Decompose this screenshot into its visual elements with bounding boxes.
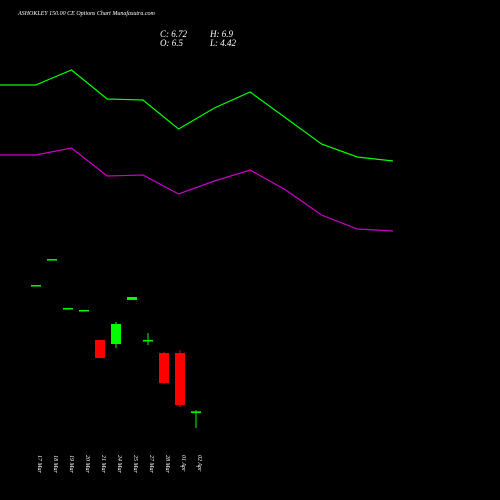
summary-label: L:	[209, 38, 218, 48]
chart-title: ASHOKLEY 150.00 CE Options Chart Munafas…	[17, 10, 156, 17]
x-tick-label: 17 Mar	[36, 455, 42, 473]
x-tick-label: 19 Mar	[68, 455, 74, 473]
summary-value: 6.9	[222, 29, 234, 39]
candle-body	[175, 353, 185, 405]
x-tick-label: 18 Mar	[52, 455, 58, 473]
x-tick-label: 01 Apr	[180, 455, 186, 472]
candle-body	[127, 297, 137, 300]
summary-value: 4.42	[220, 38, 236, 48]
summary-label: O:	[160, 38, 170, 48]
candle-body	[79, 309, 89, 312]
candle-body	[143, 339, 153, 342]
summary-label: H:	[209, 29, 220, 39]
candle-body	[95, 339, 105, 358]
candle-body	[31, 285, 41, 287]
summary-label: C:	[160, 29, 169, 39]
summary-value: 6.72	[171, 29, 187, 39]
candle-body	[111, 324, 121, 345]
summary-item: L: 4.42	[209, 38, 237, 48]
line	[0, 69, 394, 162]
candle-body	[47, 259, 57, 261]
x-tick-label: 25 Mar	[132, 455, 138, 473]
x-tick-label: 20 Mar	[84, 455, 90, 473]
x-tick-label: 28 Mar	[164, 455, 170, 473]
candle-body	[159, 353, 169, 384]
x-tick-label: 21 Mar	[100, 455, 106, 473]
summary-item: O: 6.5	[160, 38, 184, 48]
summary-item: C: 6.72	[160, 29, 188, 39]
candle-body	[191, 411, 201, 413]
x-tick-label: 24 Mar	[116, 455, 123, 473]
summary-value: 6.5	[172, 38, 184, 48]
x-tick-label: 27 Mar	[148, 455, 154, 473]
candle-body	[63, 308, 73, 310]
summary-item: H: 6.9	[209, 29, 234, 39]
x-tick-label: 02 Apr	[196, 455, 202, 472]
line	[0, 147, 394, 232]
